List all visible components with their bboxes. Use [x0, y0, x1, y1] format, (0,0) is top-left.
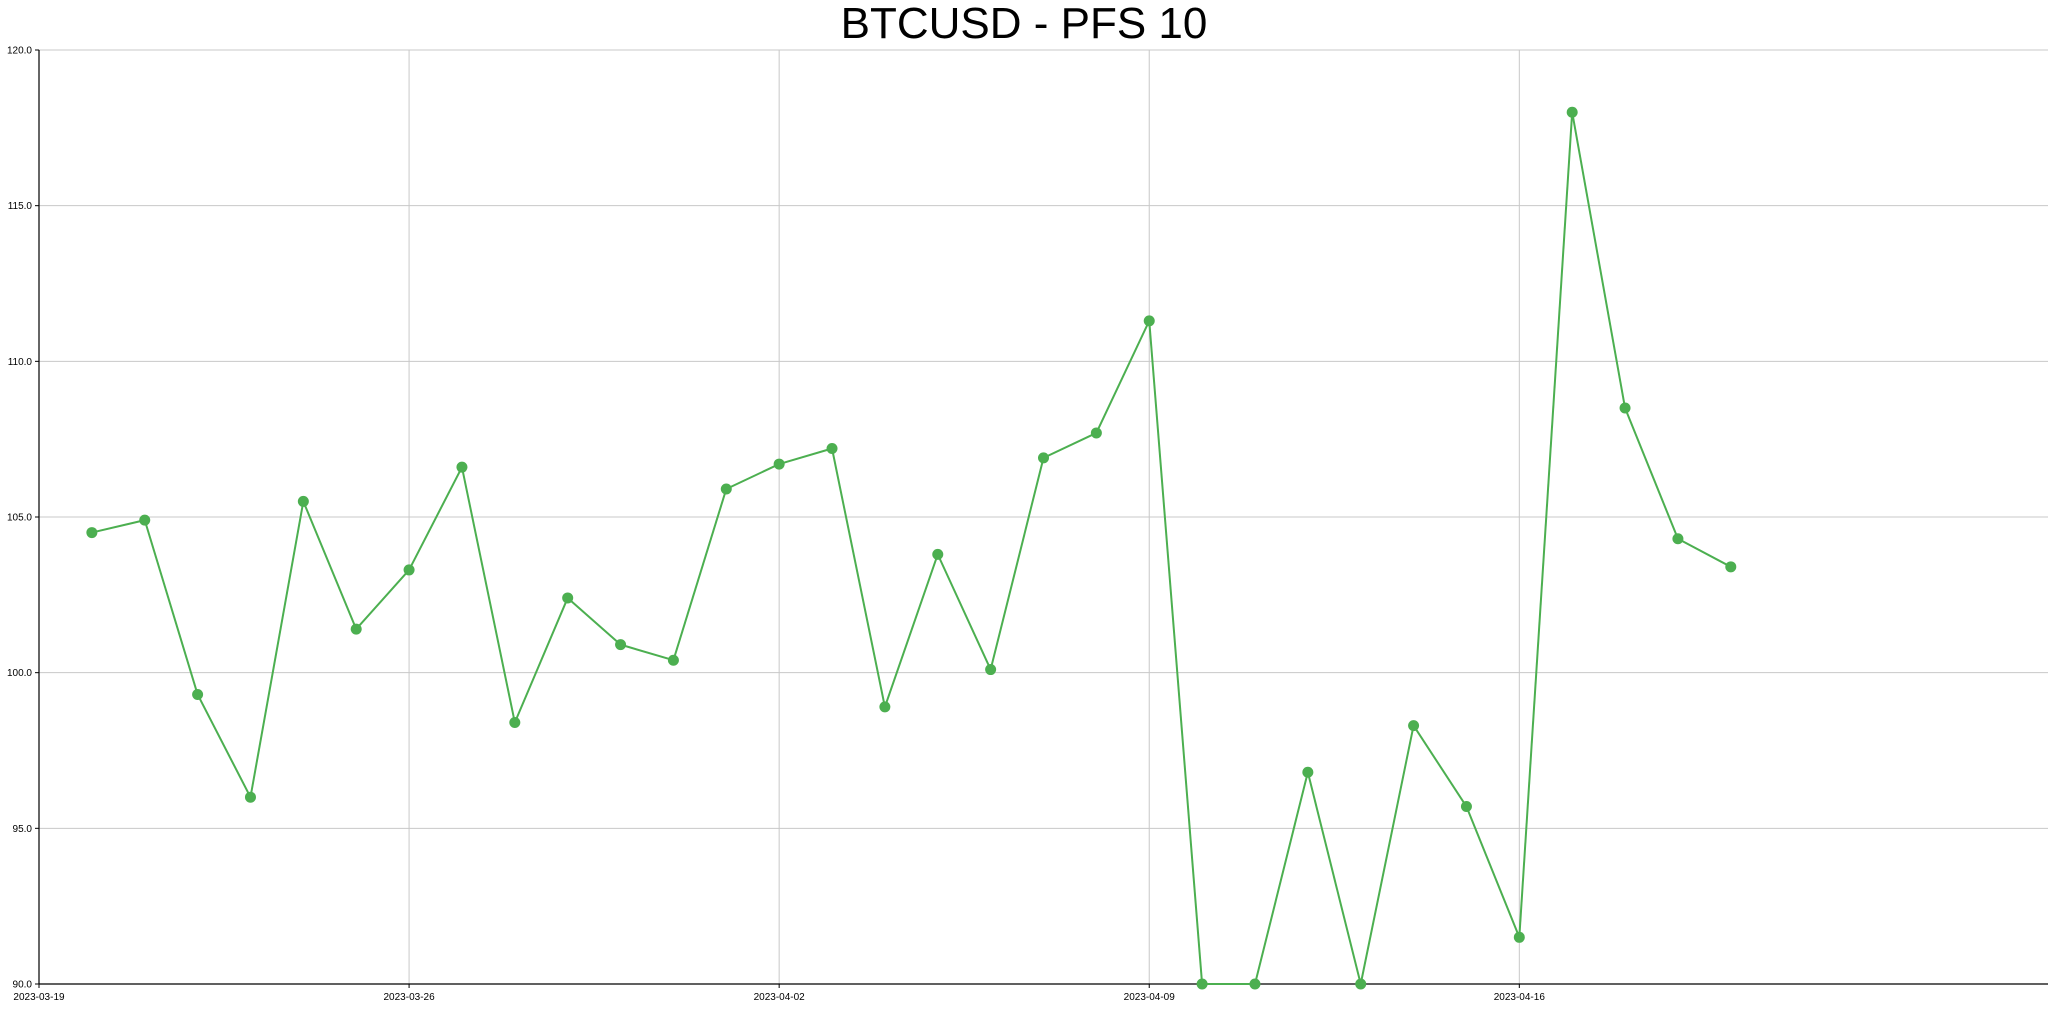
data-point — [1460, 801, 1472, 813]
data-point — [1090, 427, 1102, 439]
y-tick-label: 95.0 — [13, 824, 33, 835]
chart-title: BTCUSD - PFS 10 — [840, 0, 1208, 48]
grid — [38, 49, 2048, 985]
series-line-segment — [672, 488, 728, 661]
y-tick-label: 115.0 — [8, 201, 33, 212]
data-point — [562, 592, 574, 604]
series-line-segment — [883, 554, 939, 708]
series-line-segment — [249, 501, 305, 798]
series-line-segment — [1677, 537, 1732, 568]
series-line-segment — [1571, 112, 1627, 409]
series-line-segment — [1254, 772, 1309, 985]
series-line-segment — [91, 519, 145, 534]
series-line-segment — [408, 466, 463, 571]
data-point — [879, 701, 891, 713]
series-line-segment — [831, 448, 886, 708]
data-point — [456, 461, 468, 473]
series-line-segment — [620, 643, 674, 662]
data-point — [985, 664, 997, 676]
data-point — [1513, 931, 1525, 943]
data-point — [1038, 452, 1049, 464]
series-line-segment — [513, 597, 569, 723]
data-point — [1355, 978, 1367, 990]
data-point — [1619, 402, 1631, 414]
series-line-segment — [1465, 806, 1521, 938]
data-point — [509, 716, 521, 728]
data-point — [1408, 720, 1420, 732]
y-tick-label: 120.0 — [7, 46, 32, 57]
data-point — [244, 791, 256, 803]
series-line-segment — [1624, 407, 1679, 540]
data-point — [139, 514, 151, 526]
data-point — [350, 623, 362, 635]
data-point — [1302, 766, 1314, 778]
series-line-segment — [936, 553, 992, 670]
series-line-segment — [989, 457, 1045, 670]
axes — [35, 49, 2048, 988]
data-point — [403, 564, 415, 576]
data-point — [1249, 978, 1261, 990]
data-point — [1672, 533, 1684, 545]
series-line-segment — [143, 519, 199, 695]
data-point — [1143, 315, 1155, 327]
data-point — [1196, 978, 1208, 990]
series-line-segment — [1306, 772, 1362, 985]
data-point — [932, 548, 944, 560]
data-point — [773, 458, 785, 470]
data-point — [192, 688, 204, 700]
series-line-segment — [1043, 432, 1097, 459]
series-line-segment — [778, 447, 833, 466]
y-tick-label: 100.0 — [7, 668, 32, 679]
x-tick-label: 2023-03-26 — [384, 992, 436, 1003]
data-point — [826, 443, 838, 455]
series-line-segment — [567, 597, 622, 646]
data-point — [720, 483, 732, 495]
data-point — [1725, 561, 1737, 573]
series-line-segment — [1095, 320, 1151, 434]
y-tick-label: 110.0 — [8, 357, 33, 368]
y-tick-label: 105.0 — [7, 513, 32, 524]
data-point — [297, 495, 309, 507]
x-tick-label: 2023-04-02 — [754, 992, 806, 1003]
series-line-segment — [1359, 725, 1415, 985]
data-point — [615, 639, 627, 651]
series-line-segment — [460, 466, 516, 723]
tick-labels: 90.0 95.0 100.0 105.0 110.0 115.0 120.0 2023-03… — [7, 46, 1545, 1004]
series-line-segment — [1518, 112, 1574, 938]
series — [86, 106, 1737, 990]
data-point — [86, 527, 98, 539]
x-tick-label: 2023-04-09 — [1124, 992, 1176, 1003]
series-line-segment — [302, 501, 358, 630]
data-point — [667, 654, 679, 666]
series-line-segment — [1412, 725, 1468, 808]
x-tick-label: 2023-04-16 — [1494, 992, 1546, 1003]
x-tick-label: 2023-03-19 — [13, 992, 65, 1003]
series-line-segment — [355, 569, 410, 630]
data-point — [1566, 106, 1578, 118]
series-line-segment — [725, 463, 780, 490]
y-tick-label: 90.0 — [13, 980, 33, 991]
series-line-segment — [196, 694, 252, 798]
series-line-segment — [1148, 320, 1204, 985]
